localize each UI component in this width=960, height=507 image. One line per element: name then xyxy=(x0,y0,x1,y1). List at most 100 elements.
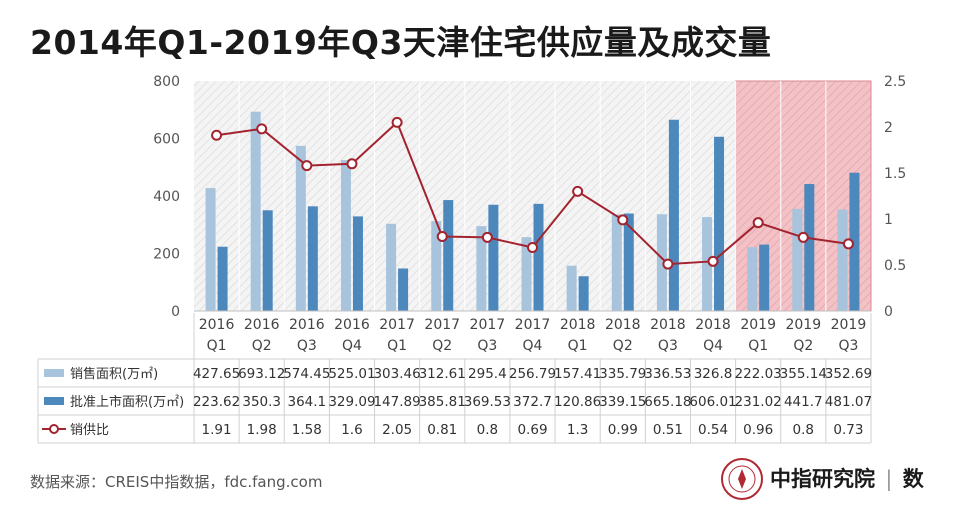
y-left-tick-label: 800 xyxy=(153,74,180,90)
logo-text: 中指研究院 | 数 xyxy=(770,463,924,493)
table-cell: 0.73 xyxy=(833,422,863,438)
legend-swatch-ratio-marker xyxy=(49,424,59,434)
ratio-point xyxy=(707,255,719,267)
table-cell: 574.45 xyxy=(283,366,330,382)
x-quarter-label: Q2 xyxy=(432,338,452,354)
ratio-point xyxy=(481,231,493,243)
x-quarter-label: Q3 xyxy=(838,338,858,354)
logo-suffix: 数 xyxy=(902,467,924,491)
highlight-region xyxy=(735,80,872,312)
bar-sales-area xyxy=(747,247,758,311)
y-left-tick-label: 0 xyxy=(171,304,180,320)
bar-approved-area xyxy=(759,244,770,311)
ratio-point xyxy=(391,116,403,128)
x-year-label: 2017 xyxy=(470,317,506,333)
x-quarter-label: Q4 xyxy=(703,338,723,354)
x-quarter-label: Q4 xyxy=(523,338,543,354)
ratio-point xyxy=(436,230,448,242)
x-quarter-label: Q4 xyxy=(342,338,362,354)
table-cell: 1.58 xyxy=(292,422,322,438)
x-quarter-label: Q1 xyxy=(207,338,227,354)
table-cell: 364.1 xyxy=(288,394,327,410)
x-year-label: 2018 xyxy=(695,317,731,333)
y-left-tick-label: 400 xyxy=(153,189,180,205)
x-year-label: 2019 xyxy=(740,317,776,333)
table-cell: 0.81 xyxy=(427,422,457,438)
table-cell: 231.02 xyxy=(735,394,782,410)
table-cell: 0.69 xyxy=(517,422,547,438)
table-cell: 0.8 xyxy=(793,422,814,438)
x-quarter-label: Q2 xyxy=(613,338,633,354)
table-cell: 441.7 xyxy=(784,394,823,410)
bar-sales-area xyxy=(611,214,622,311)
ratio-point xyxy=(346,158,358,170)
table-cell: 147.89 xyxy=(373,394,420,410)
ratio-point xyxy=(662,258,674,270)
bar-approved-area xyxy=(398,268,409,311)
logo-name: 中指研究院 xyxy=(770,467,875,491)
bar-approved-area xyxy=(307,206,318,311)
bar-approved-area xyxy=(714,136,725,311)
bar-sales-area xyxy=(521,237,532,311)
bar-approved-area xyxy=(443,200,454,311)
x-year-label: 2019 xyxy=(785,317,821,333)
table-cell: 350.3 xyxy=(242,394,281,410)
table-cell: 385.81 xyxy=(419,394,466,410)
legend-swatch-approved xyxy=(44,397,64,405)
table-cell: 0.54 xyxy=(698,422,728,438)
x-quarter-label: Q1 xyxy=(387,338,407,354)
institute-seal-icon xyxy=(721,458,763,500)
ratio-point xyxy=(256,123,268,135)
x-year-label: 2016 xyxy=(199,317,235,333)
y-left-tick-label: 200 xyxy=(153,247,180,263)
bar-approved-area xyxy=(668,119,679,312)
y-right-tick-label: 2.5 xyxy=(884,74,906,90)
x-quarter-label: Q3 xyxy=(297,338,317,354)
bar-approved-area xyxy=(217,246,228,311)
table-cell: 0.96 xyxy=(743,422,773,438)
x-year-label: 2017 xyxy=(424,317,460,333)
bar-approved-area xyxy=(849,172,860,311)
bar-sales-area xyxy=(656,214,667,311)
y-right-tick-label: 1.5 xyxy=(884,166,906,182)
y-left-tick-label: 600 xyxy=(153,132,180,148)
table-cell: 336.53 xyxy=(644,366,691,382)
table-cell: 295.4 xyxy=(468,366,507,382)
x-quarter-label: Q3 xyxy=(477,338,497,354)
table-cell: 427.65 xyxy=(193,366,240,382)
table-cell: 2.05 xyxy=(382,422,412,438)
table-cell: 256.79 xyxy=(509,366,556,382)
bar-sales-area xyxy=(837,209,848,311)
table-cell: 303.46 xyxy=(373,366,420,382)
legend-swatch-sales xyxy=(44,369,64,377)
table-cell: 481.07 xyxy=(825,394,872,410)
table-cell: 0.99 xyxy=(608,422,638,438)
bar-sales-area xyxy=(205,188,216,311)
table-cell: 326.8 xyxy=(694,366,733,382)
data-source: 数据来源：CREIS中指数据，fdc.fang.com xyxy=(30,473,323,491)
table-cell: 1.3 xyxy=(567,422,588,438)
table-cell: 525.01 xyxy=(328,366,375,382)
ratio-point xyxy=(752,217,764,229)
x-year-label: 2017 xyxy=(379,317,415,333)
table-cell: 157.41 xyxy=(554,366,601,382)
ratio-point xyxy=(572,185,584,197)
bar-sales-area xyxy=(250,111,261,311)
table-cell: 352.69 xyxy=(825,366,872,382)
bar-approved-area xyxy=(623,213,634,311)
table-cell: 120.86 xyxy=(554,394,601,410)
table-cell: 1.91 xyxy=(202,422,232,438)
table-cell: 369.53 xyxy=(464,394,511,410)
ratio-point xyxy=(527,242,538,254)
y-right-tick-label: 0.5 xyxy=(884,258,906,274)
table-cell: 339.15 xyxy=(599,394,646,410)
ratio-point xyxy=(842,238,854,250)
table-cell: 606.01 xyxy=(689,394,736,410)
x-year-label: 2017 xyxy=(515,317,551,333)
x-quarter-label: Q3 xyxy=(658,338,678,354)
table-cell: 355.14 xyxy=(780,366,827,382)
x-quarter-label: Q1 xyxy=(568,338,588,354)
table-cell: 665.18 xyxy=(644,394,691,410)
y-right-tick-label: 2 xyxy=(884,120,893,136)
